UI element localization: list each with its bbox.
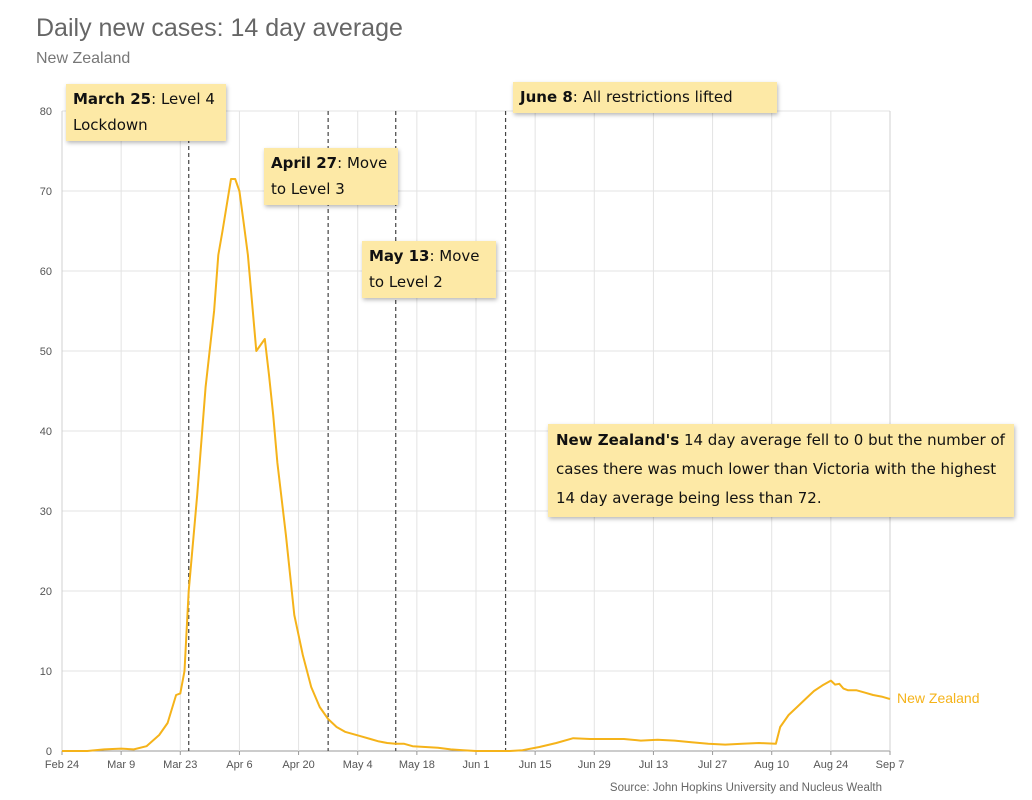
chart-subtitle: New Zealand <box>36 50 131 67</box>
chart-title: Daily new cases: 14 day average <box>36 14 403 42</box>
y-axis-labels: 0 10 20 30 40 50 60 70 80 <box>40 106 52 758</box>
x-tick-label: Apr 6 <box>226 759 252 771</box>
source-note: Source: John Hopkins University and Nucl… <box>609 782 882 794</box>
y-tick-label: 10 <box>40 666 52 678</box>
x-axis-labels: Feb 24 Mar 9 Mar 23 Apr 6 Apr 20 May 4 May 18 J… <box>45 759 905 771</box>
x-tick-label: Jun 29 <box>578 759 611 771</box>
x-tick-label: Jun 1 <box>463 759 490 771</box>
annotation-may-13: May 13: Move to Level 2 <box>362 241 496 298</box>
annotation-march-25: March 25: Level 4 Lockdown <box>66 84 226 141</box>
x-tick-label: May 18 <box>399 759 435 771</box>
annotation-june-8: June 8: All restrictions lifted <box>513 82 777 113</box>
series-label-new-zealand: New Zealand <box>897 690 980 706</box>
x-tick-label: Jul 27 <box>698 759 727 771</box>
x-tick-label: Jun 15 <box>519 759 552 771</box>
y-tick-label: 80 <box>40 106 52 118</box>
annotation-summary: New Zealand's 14 day average fell to 0 b… <box>548 424 1014 517</box>
x-tick-label: Sep 7 <box>876 759 905 771</box>
annotation-april-27: April 27: Move to Level 3 <box>264 148 398 205</box>
x-tick-label: May 4 <box>343 759 373 771</box>
event-lines <box>188 111 507 751</box>
x-tick-label: Jul 13 <box>639 759 668 771</box>
y-tick-label: 50 <box>40 346 52 358</box>
y-tick-label: 30 <box>40 506 52 518</box>
x-tick-label: Apr 20 <box>282 759 314 771</box>
y-tick-label: 70 <box>40 186 52 198</box>
x-tick-label: Aug 10 <box>754 759 789 771</box>
x-tick-label: Mar 23 <box>163 759 197 771</box>
y-tick-label: 60 <box>40 266 52 278</box>
x-tick-label: Feb 24 <box>45 759 79 771</box>
y-tick-label: 0 <box>46 746 52 758</box>
y-tick-label: 20 <box>40 586 52 598</box>
x-tick-label: Mar 9 <box>107 759 135 771</box>
series-line-new-zealand <box>62 178 891 752</box>
x-tick-label: Aug 24 <box>813 759 848 771</box>
y-tick-label: 40 <box>40 426 52 438</box>
